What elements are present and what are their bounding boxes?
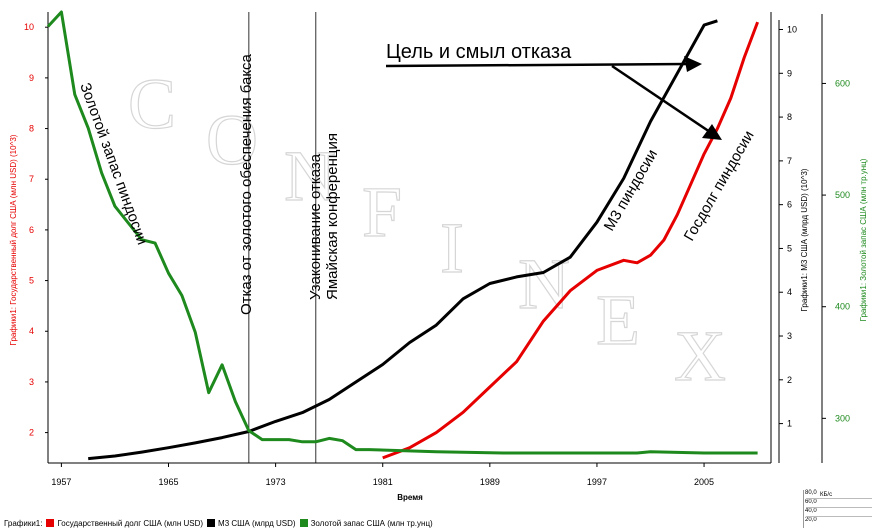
annotation-debt: Госдолг пиндосии bbox=[681, 128, 758, 244]
right-2-tick-label: 600 bbox=[835, 78, 850, 88]
annotation-dollar: Отказ от золотого обеспечения бакса bbox=[238, 53, 255, 315]
right-1-tick-label: 6 bbox=[787, 200, 792, 210]
arrow-to-debt bbox=[611, 64, 711, 134]
legend-swatch-gold bbox=[299, 519, 308, 527]
mini-value-3: 40,0 bbox=[805, 508, 817, 514]
axes: 1957 1965 1973 1981 1989 1997 2005 2 3 4 5 6 7 8 9 10 1 2… bbox=[24, 12, 850, 487]
left-tick-label: 3 bbox=[29, 377, 34, 387]
left-tick-label: 2 bbox=[29, 428, 34, 438]
right-1-tick-label: 1 bbox=[787, 419, 792, 429]
left-tick-label: 7 bbox=[29, 174, 34, 184]
legend-label-debt: Государственный долг США (млн USD) bbox=[57, 518, 204, 528]
left-tick-label: 6 bbox=[29, 225, 34, 235]
mini-gridline bbox=[806, 507, 872, 508]
left-tick-label: 9 bbox=[29, 73, 34, 83]
legend-swatch-m3 bbox=[207, 519, 216, 527]
left-axis-title: Графики1: Государственный долг США (млн … bbox=[9, 134, 18, 345]
legend-prefix: Графики1: bbox=[4, 518, 43, 528]
watermark-letter: O bbox=[206, 100, 258, 180]
mini-value-2: 60,0 bbox=[805, 499, 817, 505]
left-tick-label: 8 bbox=[29, 124, 34, 134]
watermark-letter: C bbox=[128, 64, 176, 144]
right-1-tick-label: 8 bbox=[787, 112, 792, 122]
right-1-tick-label: 7 bbox=[787, 156, 792, 166]
legend-label-m3: M3 США (млрд USD) bbox=[218, 518, 296, 528]
arrows bbox=[385, 56, 722, 140]
left-tick-label: 10 bbox=[24, 22, 34, 32]
x-tick-label: 1997 bbox=[587, 477, 607, 487]
watermark-letter: N bbox=[518, 244, 570, 324]
x-tick-label: 2005 bbox=[694, 477, 714, 487]
right-1-tick-label: 4 bbox=[787, 287, 792, 297]
watermark-letter: I bbox=[440, 208, 464, 288]
annotation-jamaica-1: Узаконивание отказа bbox=[307, 153, 324, 300]
mini-unit: КБ/с bbox=[820, 492, 833, 498]
annotation-jamaica-2: Ямайская конференция bbox=[324, 133, 341, 300]
arrow-to-m3 bbox=[385, 62, 689, 68]
right-1-tick-label: 3 bbox=[787, 331, 792, 341]
legend-swatch-debt bbox=[46, 519, 55, 527]
right-1-tick-label: 9 bbox=[787, 68, 792, 78]
x-axis-title: Время bbox=[397, 493, 423, 502]
right-axis-1-title: Графики1: M3 США (млрд USD) (10^3) bbox=[800, 168, 809, 311]
x-tick-label: 1957 bbox=[51, 477, 71, 487]
right-2-tick-label: 300 bbox=[835, 413, 850, 423]
right-2-tick-label: 500 bbox=[835, 190, 850, 200]
network-mini-panel: КБ/с 80,0 60,0 40,0 20,0 bbox=[803, 490, 874, 528]
watermark-letter: E bbox=[596, 280, 640, 360]
left-tick-label: 5 bbox=[29, 276, 34, 286]
right-1-tick-label: 2 bbox=[787, 375, 792, 385]
x-tick-label: 1973 bbox=[266, 477, 286, 487]
x-tick-label: 1989 bbox=[480, 477, 500, 487]
mini-gridline bbox=[806, 498, 872, 499]
x-tick-label: 1981 bbox=[373, 477, 393, 487]
right-1-tick-label: 5 bbox=[787, 243, 792, 253]
x-tick-label: 1965 bbox=[158, 477, 178, 487]
left-tick-label: 4 bbox=[29, 326, 34, 336]
arrow-head-m3 bbox=[684, 56, 702, 72]
grid bbox=[248, 12, 317, 463]
right-2-tick-label: 400 bbox=[835, 302, 850, 312]
series-m3 bbox=[88, 19, 718, 461]
annotations: Цель и смыл отказа Золотой запас пиндоси… bbox=[76, 41, 757, 315]
mini-gridline bbox=[806, 516, 872, 517]
series-gold bbox=[46, 10, 758, 455]
watermark-letter: X bbox=[674, 316, 726, 396]
legend-label-gold: Золотой запас США (млн тр.унц) bbox=[310, 518, 433, 528]
annotation-title: Цель и смыл отказа bbox=[386, 41, 572, 63]
mini-value-4: 20,0 bbox=[805, 517, 817, 523]
right-axis-2-title: Графики1: Золотой запас США (млн тр.унц) bbox=[859, 158, 868, 321]
watermark-letter: N bbox=[284, 136, 336, 216]
right-1-tick-label: 10 bbox=[787, 25, 797, 35]
mini-value-1: 80,0 bbox=[805, 490, 817, 496]
watermark-letter: F bbox=[362, 172, 402, 252]
arrow-head-debt bbox=[702, 124, 722, 140]
legend: Графики1: Государственный долг США (млн … bbox=[4, 517, 433, 529]
